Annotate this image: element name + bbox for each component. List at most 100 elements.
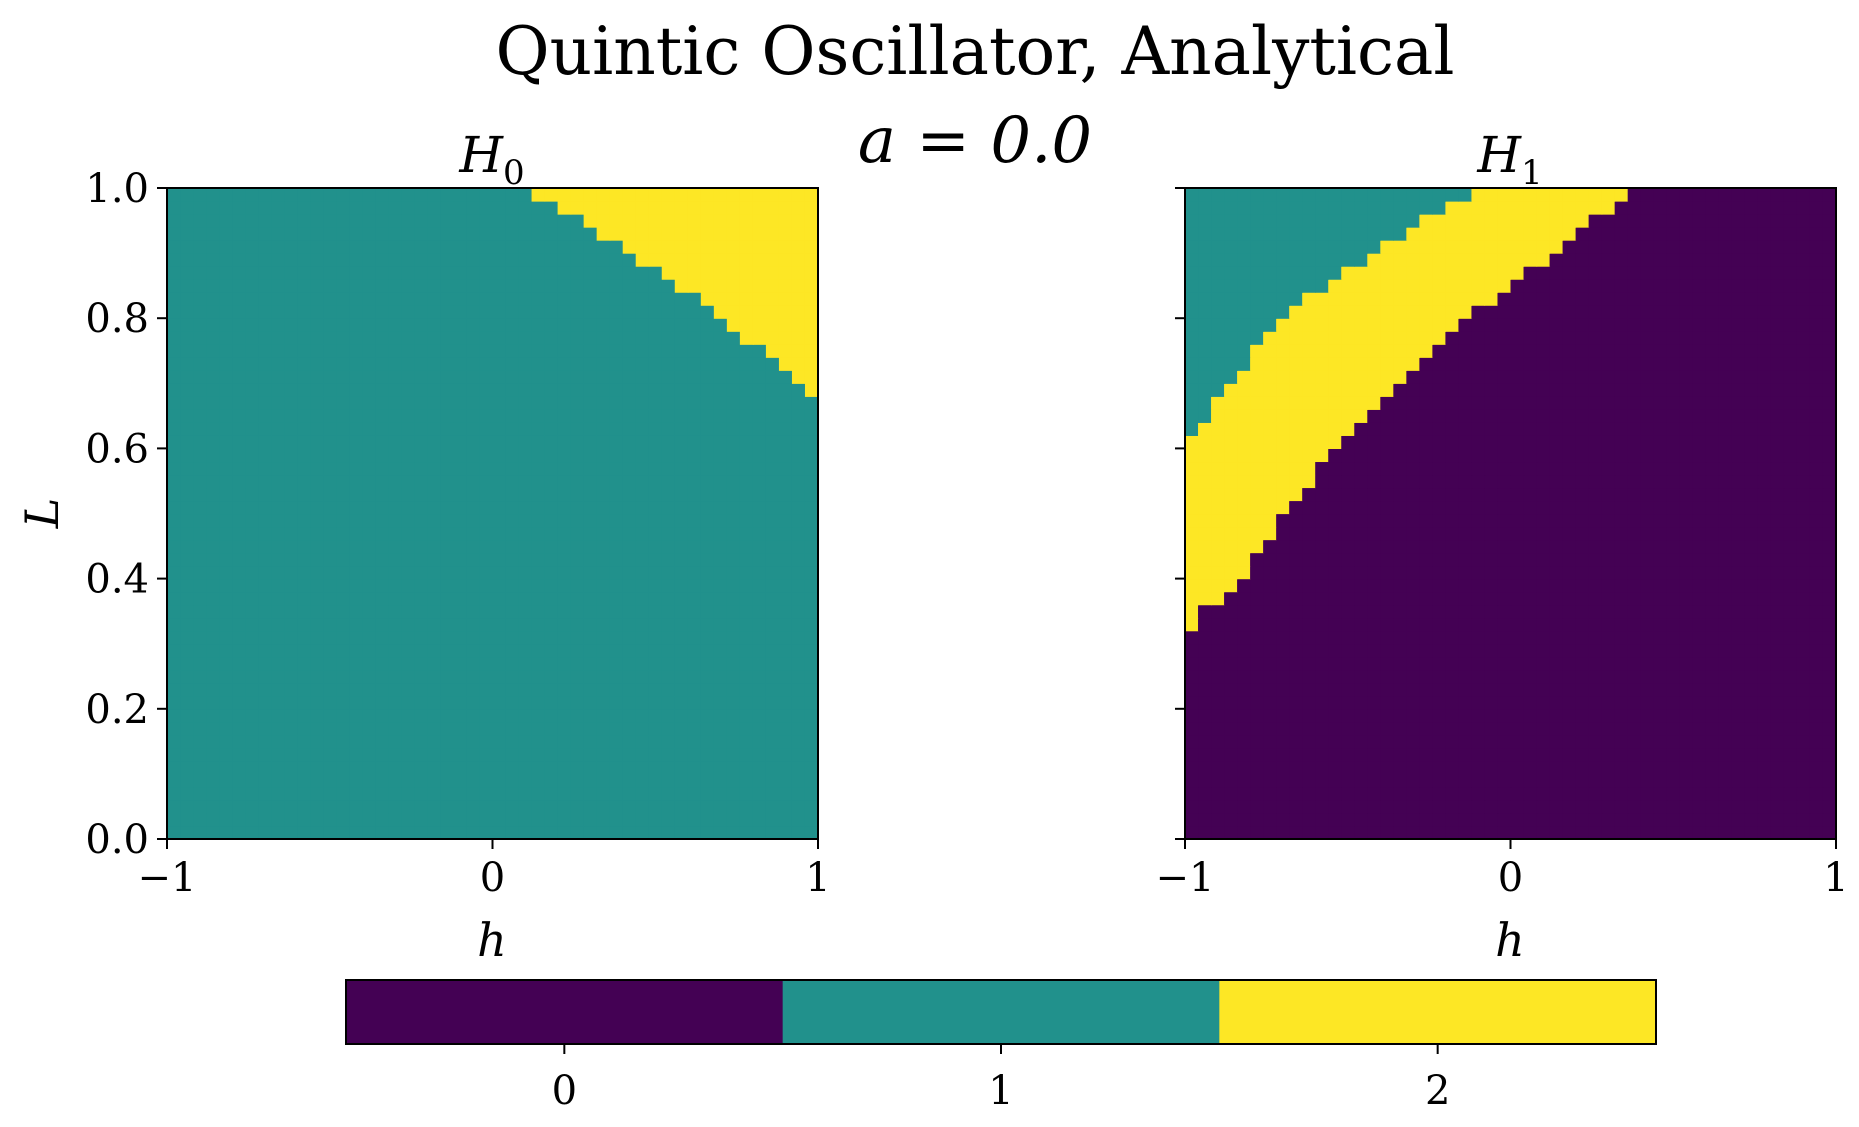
heatmap-cell: [648, 370, 663, 384]
heatmap-cell: [1588, 695, 1603, 710]
heatmap-cell: [1263, 357, 1277, 371]
heatmap-cell: [1601, 435, 1616, 449]
heatmap-cell: [479, 318, 494, 332]
heatmap-cell: [791, 487, 806, 502]
heatmap-cell: [414, 643, 428, 658]
heatmap-cell: [518, 448, 533, 463]
heatmap-cell: [375, 370, 389, 384]
heatmap-cell: [310, 279, 324, 293]
heatmap-cell: [1627, 539, 1642, 554]
heatmap-cell: [1445, 279, 1460, 293]
heatmap-cell: [492, 227, 507, 241]
heatmap-cell: [557, 734, 572, 749]
heatmap-cell: [180, 617, 194, 632]
heatmap-cell: [440, 461, 455, 476]
heatmap-cell: [1419, 539, 1433, 554]
heatmap-cell: [349, 630, 363, 645]
heatmap-cell: [453, 383, 468, 397]
heatmap-cell: [505, 253, 520, 267]
heatmap-cell: [1458, 526, 1473, 541]
heatmap-cell: [219, 773, 233, 788]
heatmap-cell: [1211, 812, 1225, 827]
heatmap-cell: [1237, 578, 1251, 593]
heatmap-cell: [323, 500, 337, 515]
heatmap-cell: [271, 825, 285, 840]
heatmap-cell: [1380, 591, 1394, 606]
heatmap-cell: [1705, 643, 1720, 658]
heatmap-cell: [765, 292, 780, 306]
heatmap-cell: [1211, 344, 1225, 358]
heatmap-cell: [1653, 643, 1668, 658]
heatmap-cell: [596, 786, 611, 801]
heatmap-cell: [713, 591, 728, 606]
heatmap-cell: [1536, 279, 1551, 293]
heatmap-cell: [648, 331, 663, 345]
heatmap-cell: [1822, 526, 1837, 541]
heatmap-cell: [1406, 669, 1420, 684]
heatmap-cell: [791, 721, 806, 736]
heatmap-cell: [310, 240, 324, 254]
heatmap-cell: [1783, 539, 1798, 554]
heatmap-cell: [1536, 305, 1551, 319]
heatmap-cell: [544, 617, 559, 632]
heatmap-cell: [362, 565, 376, 580]
heatmap-cell: [388, 617, 402, 632]
heatmap-cell: [1757, 331, 1772, 345]
heatmap-cell: [1796, 669, 1811, 684]
heatmap-cell: [1393, 396, 1407, 410]
heatmap-cell: [1315, 721, 1329, 736]
heatmap-cell: [778, 656, 793, 671]
heatmap-cell: [1549, 292, 1564, 306]
heatmap-cell: [310, 591, 324, 606]
heatmap-cell: [349, 409, 363, 423]
heatmap-cell: [1328, 188, 1342, 202]
heatmap-cell: [804, 799, 819, 814]
heatmap-cell: [1276, 253, 1290, 267]
heatmap-cell: [492, 812, 507, 827]
heatmap-cell: [193, 565, 207, 580]
heatmap-cell: [1588, 617, 1603, 632]
heatmap-cell: [219, 799, 233, 814]
heatmap-cell: [362, 279, 376, 293]
heatmap-cell: [648, 786, 663, 801]
heatmap-cell: [1510, 305, 1525, 319]
heatmap-cell: [1250, 227, 1264, 241]
heatmap-cell: [258, 552, 272, 567]
heatmap-cell: [1809, 279, 1824, 293]
heatmap-cell: [1419, 305, 1433, 319]
heatmap-cell: [258, 318, 272, 332]
heatmap-cell: [778, 513, 793, 528]
heatmap-cell: [1575, 331, 1590, 345]
heatmap-cell: [1484, 396, 1499, 410]
heatmap-cell: [349, 565, 363, 580]
heatmap-cell: [1367, 669, 1381, 684]
heatmap-cell: [1666, 474, 1681, 489]
heatmap-cell: [1289, 318, 1303, 332]
heatmap-cell: [1705, 539, 1720, 554]
heatmap-cell: [206, 240, 220, 254]
heatmap-cell: [1211, 474, 1225, 489]
heatmap-cell: [1679, 669, 1694, 684]
heatmap-cell: [1302, 266, 1316, 280]
heatmap-cell: [427, 825, 442, 840]
heatmap-cell: [1601, 747, 1616, 762]
heatmap-cell: [284, 279, 298, 293]
heatmap-cell: [687, 292, 702, 306]
heatmap-cell: [1770, 526, 1785, 541]
heatmap-cell: [1510, 409, 1525, 423]
heatmap-cell: [1757, 747, 1772, 762]
heatmap-cell: [1315, 357, 1329, 371]
heatmap-cell: [297, 747, 311, 762]
heatmap-cell: [1198, 539, 1212, 554]
heatmap-cell: [531, 604, 546, 619]
heatmap-cell: [583, 539, 598, 554]
heatmap-cell: [1783, 331, 1798, 345]
heatmap-cell: [1263, 435, 1277, 449]
heatmap-cell: [1484, 643, 1499, 658]
heatmap-cell: [804, 357, 819, 371]
heatmap-cell: [1796, 383, 1811, 397]
heatmap-cell: [544, 682, 559, 697]
heatmap-cell: [349, 513, 363, 528]
heatmap-cell: [1432, 461, 1446, 476]
